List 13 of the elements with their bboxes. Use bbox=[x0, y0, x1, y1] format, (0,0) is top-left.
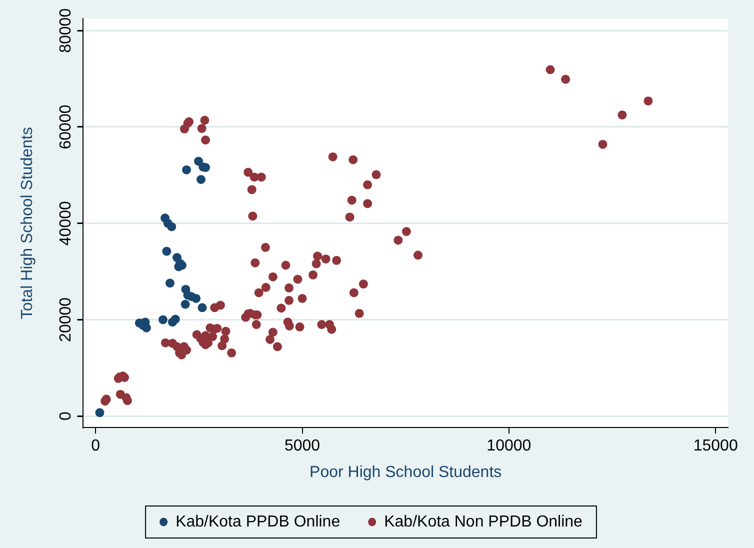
x-tick-label: 10000 bbox=[486, 438, 532, 455]
x-tick-label: 15000 bbox=[693, 438, 738, 455]
legend-label: Kab/Kota PPDB Online bbox=[176, 513, 340, 530]
y-axis-title: Total High School Students bbox=[19, 127, 36, 320]
y-tick-label: 0 bbox=[58, 411, 75, 420]
y-tick-label: 60000 bbox=[58, 104, 75, 150]
y-tick-label: 20000 bbox=[58, 297, 75, 342]
x-tick-label: 5000 bbox=[284, 438, 320, 455]
legend-label: Kab/Kota Non PPDB Online bbox=[384, 513, 583, 530]
y-tick-label: 80000 bbox=[58, 8, 75, 53]
y-tick-label: 40000 bbox=[58, 200, 75, 246]
x-axis-title: Poor High School Students bbox=[310, 464, 502, 481]
x-tick-label: 0 bbox=[91, 438, 100, 455]
